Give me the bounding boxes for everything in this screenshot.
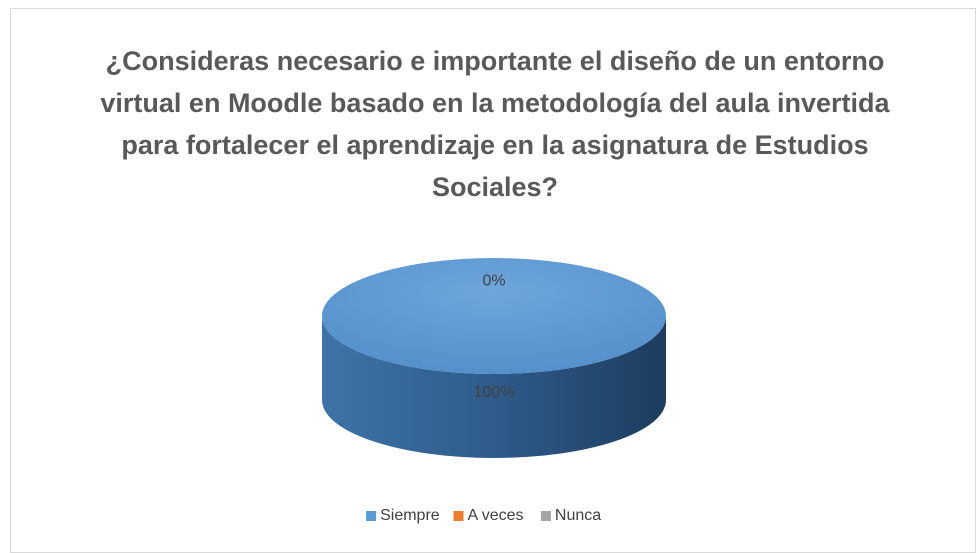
data-label: 0% [482, 272, 505, 289]
pie-side [322, 316, 666, 458]
legend-label: Nunca [555, 507, 601, 524]
data-label: 100% [474, 384, 515, 401]
legend-label: Siempre [380, 507, 440, 524]
pie-slice [322, 258, 666, 374]
legend-swatch [453, 511, 464, 521]
legend-swatch [540, 511, 551, 521]
legend-label: A veces [468, 507, 524, 524]
chart-title: ¿Consideras necesario e importante el di… [100, 46, 890, 202]
legend-swatch [366, 511, 377, 521]
